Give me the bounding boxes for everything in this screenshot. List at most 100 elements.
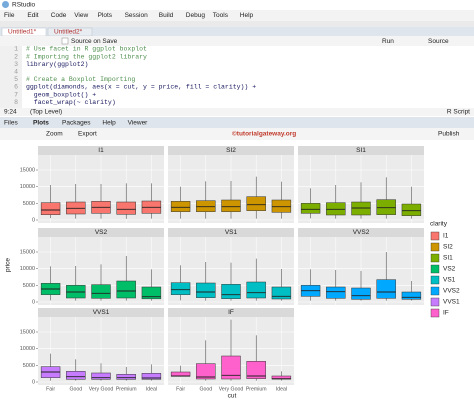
toolbar bbox=[0, 21, 474, 27]
legend-label: SI1 bbox=[443, 255, 453, 262]
facet-label: IF bbox=[228, 309, 234, 316]
plot-toolbar bbox=[0, 128, 474, 140]
line-number: 6 bbox=[14, 84, 18, 91]
legend-key bbox=[430, 286, 440, 296]
editor-tab-label[interactable]: Untitled2* bbox=[54, 29, 83, 36]
x-tick-label: Fair bbox=[46, 386, 55, 392]
box bbox=[196, 200, 216, 212]
box bbox=[246, 361, 266, 379]
facet-strip bbox=[298, 146, 424, 155]
menu-item[interactable]: Plots bbox=[98, 12, 113, 19]
legend-label: SI2 bbox=[443, 244, 453, 251]
file-type[interactable]: R Script bbox=[447, 109, 470, 116]
code-line: # Use facet in R ggplot boxplot bbox=[26, 46, 147, 53]
menu-item[interactable]: Edit bbox=[27, 12, 38, 19]
y-tick-label: 15000 bbox=[20, 249, 35, 255]
x-tick-label: Premium bbox=[116, 386, 137, 392]
export-button[interactable]: Export bbox=[78, 131, 97, 138]
editor-tabs bbox=[0, 27, 474, 36]
menu-item[interactable]: Build bbox=[159, 12, 174, 19]
y-tick-label: 10000 bbox=[20, 346, 35, 352]
publish-button[interactable]: Publish bbox=[438, 131, 460, 138]
x-axis-label: cut bbox=[228, 393, 237, 400]
checkbox[interactable] bbox=[61, 37, 69, 45]
menu-item[interactable]: Debug bbox=[186, 12, 206, 19]
pane-tab[interactable]: Help bbox=[102, 120, 116, 127]
legend-label: VVS2 bbox=[443, 288, 460, 295]
pane-tab-list: Files Plots Packages Help Viewer bbox=[4, 120, 148, 127]
zoom-button[interactable]: Zoom bbox=[46, 131, 63, 138]
box bbox=[401, 203, 422, 216]
code-line: ggplot(diamonds, aes(x = cut, y = price,… bbox=[26, 84, 256, 91]
code-line: # Create a Boxplot Importing bbox=[26, 76, 135, 83]
facet-label: VVS1 bbox=[93, 309, 110, 316]
facet-label: I1 bbox=[98, 147, 104, 154]
source-button[interactable]: Source bbox=[428, 38, 449, 45]
pane-tab[interactable]: Files bbox=[4, 120, 18, 127]
y-tick-label: 5000 bbox=[23, 283, 35, 289]
facet-strip bbox=[38, 228, 164, 237]
menu-item[interactable]: Help bbox=[240, 12, 254, 19]
editor-toolbar bbox=[0, 36, 474, 46]
box bbox=[221, 284, 241, 299]
box bbox=[401, 291, 422, 300]
box bbox=[246, 281, 266, 299]
legend-label: I1 bbox=[443, 233, 449, 240]
x-tick-label: Premium bbox=[246, 386, 267, 392]
code-area bbox=[0, 46, 474, 108]
box bbox=[141, 286, 162, 300]
pane-tab[interactable]: Plots bbox=[33, 120, 49, 127]
facet-label: SI1 bbox=[356, 147, 366, 154]
line-number: 7 bbox=[14, 91, 18, 98]
run-button[interactable]: Run bbox=[382, 38, 394, 45]
facet-label: SI2 bbox=[226, 147, 236, 154]
title-bar bbox=[0, 0, 474, 9]
source-on-save[interactable]: Source on Save bbox=[71, 38, 118, 45]
y-axis-label: price bbox=[5, 258, 12, 272]
y-tick-label: 0 bbox=[32, 299, 35, 305]
code: 1 # Use facet in R ggplot boxplot 2 # Impor… bbox=[14, 46, 256, 106]
menu-bar bbox=[0, 10, 474, 21]
legend-title: clarity bbox=[430, 221, 448, 228]
box bbox=[376, 279, 396, 299]
box bbox=[40, 202, 61, 215]
menu-item[interactable]: Session bbox=[125, 12, 149, 19]
pane-tabs bbox=[0, 117, 474, 128]
gutter bbox=[0, 46, 22, 108]
facet-label: VS2 bbox=[95, 229, 108, 236]
menu-item[interactable]: File bbox=[4, 12, 15, 19]
box bbox=[351, 287, 371, 300]
line-number: 1 bbox=[14, 46, 18, 53]
legend-key bbox=[430, 297, 440, 307]
cursor-position: 9:24 bbox=[4, 109, 17, 116]
code-line: facet_wrap(~ clarity) bbox=[26, 99, 116, 106]
box bbox=[326, 286, 346, 299]
pane-tab[interactable]: Viewer bbox=[128, 120, 149, 127]
pane-tab[interactable]: Packages bbox=[62, 120, 91, 127]
box bbox=[271, 375, 292, 380]
box bbox=[196, 282, 216, 298]
box bbox=[376, 199, 396, 215]
x-tick-label: Ideal bbox=[146, 386, 157, 392]
app-icon bbox=[2, 1, 9, 8]
box bbox=[246, 196, 266, 211]
editor-tab-label[interactable]: Untitled1* bbox=[8, 29, 37, 36]
box bbox=[196, 363, 216, 380]
facet-strip bbox=[168, 228, 294, 237]
menu-item[interactable]: Code bbox=[51, 12, 67, 19]
menu-item[interactable]: Tools bbox=[213, 12, 229, 19]
watermark: ©tutorialgateway.org bbox=[232, 130, 296, 138]
facet-strip bbox=[168, 146, 294, 155]
facet-label: VS1 bbox=[225, 229, 238, 236]
facet-strip bbox=[168, 308, 294, 317]
scope[interactable]: (Top Level) bbox=[30, 109, 62, 116]
line-number: 3 bbox=[14, 61, 18, 68]
line-number: 8 bbox=[14, 99, 18, 106]
box bbox=[116, 201, 136, 215]
legend-label: VVS1 bbox=[443, 299, 460, 306]
menu-item[interactable]: View bbox=[74, 12, 88, 19]
legend-label: VS2 bbox=[443, 266, 456, 273]
y-tick-label: 5000 bbox=[23, 363, 35, 369]
line-number: 5 bbox=[14, 76, 18, 83]
